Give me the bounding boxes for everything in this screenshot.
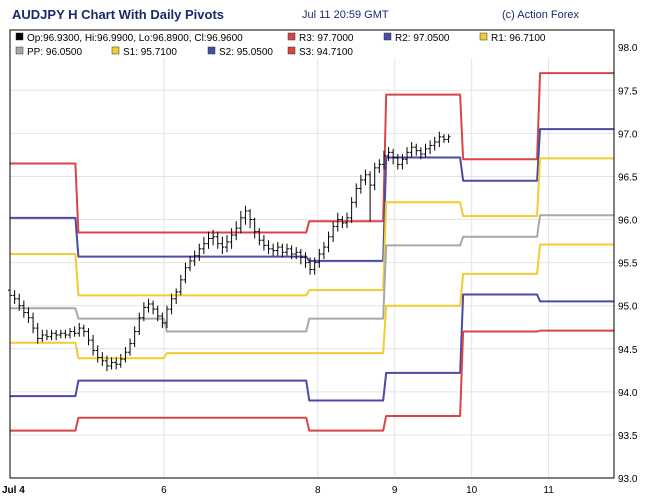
chart-title: AUDJPY H Chart With Daily Pivots	[12, 7, 225, 22]
x-tick-label: 9	[392, 485, 398, 496]
legend-swatch-ohlc	[15, 32, 24, 41]
legend-label-s2: S2: 95.0500	[219, 47, 273, 58]
y-tick-label: 95.5	[618, 259, 638, 270]
x-tick-label: Jul 4	[2, 485, 25, 496]
plot-frame	[9, 29, 615, 479]
chart-timestamp: Jul 11 20:59 GMT	[302, 9, 389, 21]
pivot-line-s3	[10, 329, 614, 432]
y-tick-label: 94.0	[618, 388, 638, 399]
legend-label-r1: R1: 96.7100	[491, 33, 546, 44]
pivot-line-r3	[10, 72, 614, 234]
legend: Op:96.9300, Hi:96.9900, Lo:96.8900, Cl:9…	[11, 31, 613, 58]
legend-swatch-r1	[479, 32, 488, 41]
pivot-lines	[10, 72, 614, 432]
pivot-line-s2	[10, 293, 614, 402]
plot-background	[10, 30, 614, 478]
y-tick-label: 95.0	[618, 302, 638, 313]
y-tick-label: 96.5	[618, 172, 638, 183]
legend-swatch-r2	[383, 32, 392, 41]
x-tick-label: 11	[543, 485, 554, 496]
y-tick-label: 98.0	[618, 43, 638, 54]
y-tick-label: 96.0	[618, 216, 638, 227]
pivot-line-pp	[10, 214, 614, 333]
y-tick-label: 97.0	[618, 129, 638, 140]
legend-label-ohlc: Op:96.9300, Hi:96.9900, Lo:96.8900, Cl:9…	[27, 33, 243, 44]
legend-swatch-s2	[207, 46, 216, 55]
legend-swatch-pp	[15, 46, 24, 55]
x-axis: Jul 4 6 8 9 10 11	[2, 485, 554, 496]
x-tick-label: 10	[466, 485, 478, 496]
legend-label-s3: S3: 94.7100	[299, 47, 353, 58]
legend-swatch-s3	[287, 46, 296, 55]
chart-credit: (c) Action Forex	[502, 9, 580, 21]
x-tick-label: 8	[315, 485, 321, 496]
y-tick-label: 93.0	[618, 474, 638, 485]
legend-label-r2: R2: 97.0500	[395, 33, 450, 44]
y-tick-label: 93.5	[618, 431, 638, 442]
legend-swatch-s1	[111, 46, 120, 55]
legend-swatch-r3	[287, 32, 296, 41]
price-candles	[8, 131, 451, 372]
x-tick-label: 6	[161, 485, 167, 496]
legend-label-s1: S1: 95.7100	[123, 47, 177, 58]
legend-label-r3: R3: 97.7000	[299, 33, 354, 44]
pivot-line-r1	[10, 157, 614, 297]
pivot-line-r2	[10, 128, 614, 262]
y-tick-label: 97.5	[618, 86, 638, 97]
y-tick-label: 94.5	[618, 345, 638, 356]
y-axis: 98.0 97.5 97.0 96.5 96.0 95.5 95.0 94.5 94.0 93.5…	[618, 43, 638, 485]
legend-label-pp: PP: 96.0500	[27, 47, 82, 58]
pivot-line-s1	[10, 243, 614, 360]
legend-background	[11, 31, 613, 58]
